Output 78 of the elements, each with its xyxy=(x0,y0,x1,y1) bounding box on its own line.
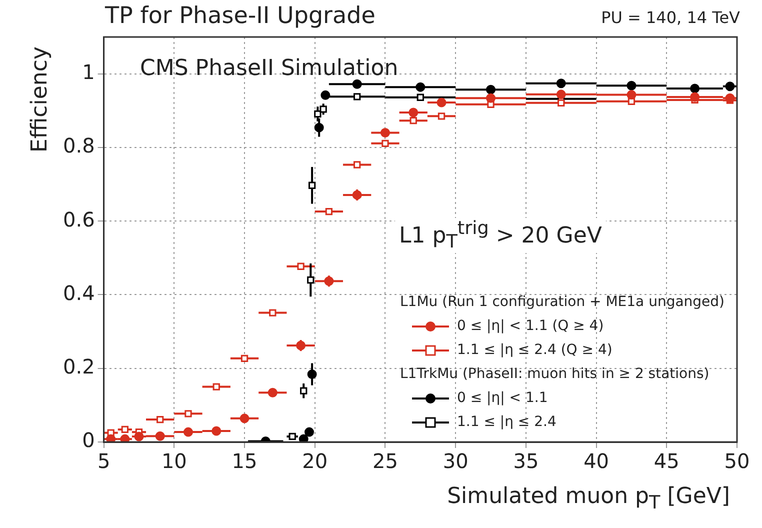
point xyxy=(556,78,566,88)
point xyxy=(296,340,306,350)
point xyxy=(382,140,389,147)
point xyxy=(304,427,314,437)
point xyxy=(486,84,496,94)
x-tick-label: 35 xyxy=(513,449,539,474)
point xyxy=(325,208,333,216)
point xyxy=(416,82,426,92)
x-tick-label: 10 xyxy=(161,449,187,474)
point xyxy=(320,106,327,113)
legend-label: 1.1 ≤ |η ≤ 2.4 (Q ≥ 4) xyxy=(457,341,612,360)
x-tick-label: 45 xyxy=(654,449,680,474)
point xyxy=(300,387,308,394)
x-tick-label: 30 xyxy=(442,449,468,474)
annotation: CMS PhaseII Simulation xyxy=(140,56,398,81)
point xyxy=(120,434,130,442)
point xyxy=(626,80,636,90)
point xyxy=(307,276,314,284)
point xyxy=(156,416,164,424)
point xyxy=(308,182,316,189)
point xyxy=(183,427,193,437)
y-axis-title: Efficiency xyxy=(28,46,52,152)
point xyxy=(298,434,308,442)
point xyxy=(212,383,220,390)
x-tick-label: 25 xyxy=(372,449,398,474)
point xyxy=(314,110,322,118)
y-tick-label: 0.4 xyxy=(62,280,95,305)
y-tick-label: 0 xyxy=(82,428,95,452)
point xyxy=(314,122,324,132)
point xyxy=(690,92,700,102)
annotation: L1Mu (Run 1 configuration + ME1a unganged) xyxy=(400,293,725,312)
point xyxy=(324,276,334,286)
point xyxy=(352,190,362,200)
point xyxy=(240,414,250,424)
point xyxy=(626,90,636,100)
point xyxy=(410,117,417,124)
annotation: L1 p$_{T}$$^{trig}$ > 20 GeV xyxy=(395,218,606,253)
chart-title: TP for Phase-II Upgrade xyxy=(105,3,376,29)
point xyxy=(354,93,361,100)
legend-label: 0 ≤ |η| < 1.1 (Q ≥ 4) xyxy=(457,317,604,336)
point xyxy=(438,112,446,120)
x-tick-label: 5 xyxy=(97,449,110,474)
annotation: L1TrkMu (PhaseII: muon hits in ≥ 2 stations) xyxy=(400,365,710,384)
point xyxy=(416,94,424,101)
y-tick-label: 0.6 xyxy=(62,207,95,232)
y-tick-label: 0.8 xyxy=(62,134,95,158)
x-axis-title: Simulated muon p$_{T}$ [GeV] xyxy=(447,484,730,514)
point xyxy=(121,426,128,434)
point xyxy=(725,93,735,103)
x-tick-label: 40 xyxy=(584,449,610,474)
y-tick-label: 1 xyxy=(82,60,95,84)
point xyxy=(380,128,390,138)
x-tick-label: 50 xyxy=(724,449,750,474)
point xyxy=(436,98,446,108)
point xyxy=(307,370,317,380)
point xyxy=(240,354,248,362)
point xyxy=(268,388,278,398)
legend-label: 0 ≤ |η| < 1.1 xyxy=(457,389,548,408)
point xyxy=(106,434,116,442)
point xyxy=(212,426,222,436)
y-tick-label: 0.2 xyxy=(62,354,95,379)
point xyxy=(320,90,330,100)
point xyxy=(155,431,165,441)
point xyxy=(288,432,296,440)
point xyxy=(354,161,361,168)
x-tick-label: 15 xyxy=(232,449,258,474)
point xyxy=(725,82,735,92)
legend-label: 1.1 ≤ |η ≤ 2.4 xyxy=(457,413,556,432)
chart-subtitle: PU = 140, 14 TeV xyxy=(601,8,740,27)
point xyxy=(297,262,304,270)
point xyxy=(184,410,192,418)
point xyxy=(269,309,276,316)
point xyxy=(690,84,700,94)
x-tick-label: 20 xyxy=(302,449,328,474)
point xyxy=(134,432,144,442)
point xyxy=(352,79,362,89)
point xyxy=(408,108,418,118)
point xyxy=(486,93,496,103)
